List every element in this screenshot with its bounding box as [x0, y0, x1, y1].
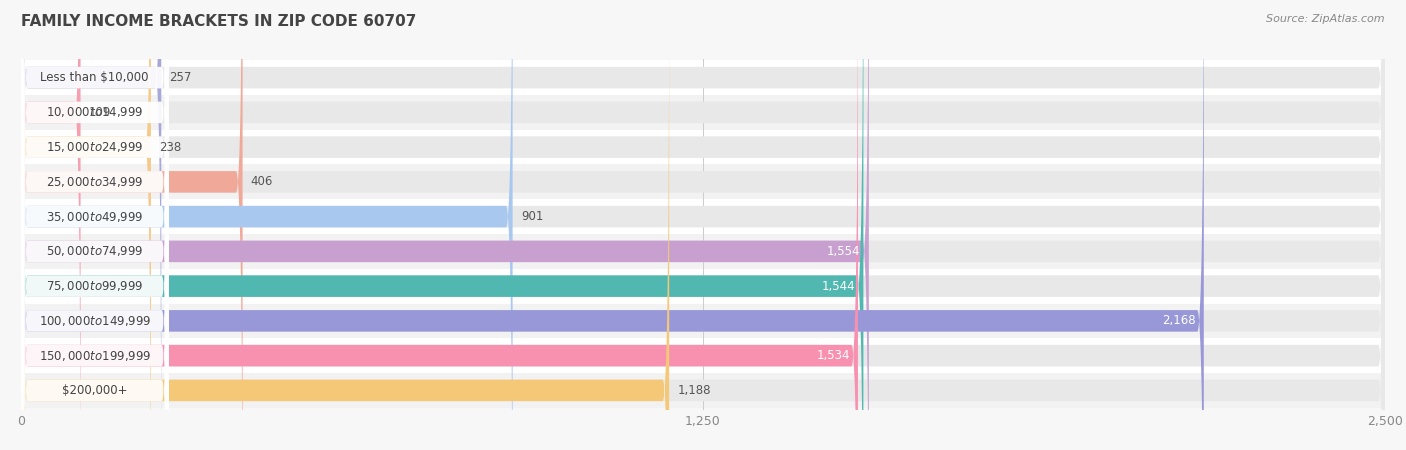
FancyBboxPatch shape	[21, 0, 1204, 450]
Text: 238: 238	[159, 140, 181, 153]
Text: 2,168: 2,168	[1161, 315, 1195, 328]
FancyBboxPatch shape	[21, 0, 162, 450]
Bar	[21, 199, 1385, 234]
Text: FAMILY INCOME BRACKETS IN ZIP CODE 60707: FAMILY INCOME BRACKETS IN ZIP CODE 60707	[21, 14, 416, 28]
Text: $200,000+: $200,000+	[62, 384, 128, 397]
FancyBboxPatch shape	[21, 0, 1385, 450]
FancyBboxPatch shape	[21, 0, 169, 450]
FancyBboxPatch shape	[21, 0, 169, 450]
Text: 257: 257	[170, 71, 191, 84]
Text: $35,000 to $49,999: $35,000 to $49,999	[46, 210, 143, 224]
Text: $50,000 to $74,999: $50,000 to $74,999	[46, 244, 143, 258]
FancyBboxPatch shape	[21, 0, 169, 450]
Text: $10,000 to $14,999: $10,000 to $14,999	[46, 105, 143, 119]
FancyBboxPatch shape	[21, 0, 169, 450]
Text: $75,000 to $99,999: $75,000 to $99,999	[46, 279, 143, 293]
Text: Less than $10,000: Less than $10,000	[41, 71, 149, 84]
Text: 109: 109	[89, 106, 111, 119]
Bar	[21, 234, 1385, 269]
FancyBboxPatch shape	[21, 0, 863, 450]
Text: $15,000 to $24,999: $15,000 to $24,999	[46, 140, 143, 154]
Text: 901: 901	[520, 210, 543, 223]
FancyBboxPatch shape	[21, 0, 1385, 450]
FancyBboxPatch shape	[21, 0, 150, 450]
Bar	[21, 373, 1385, 408]
Text: Source: ZipAtlas.com: Source: ZipAtlas.com	[1267, 14, 1385, 23]
Text: 406: 406	[250, 176, 273, 189]
Bar	[21, 269, 1385, 303]
FancyBboxPatch shape	[21, 0, 1385, 450]
FancyBboxPatch shape	[21, 0, 1385, 450]
Text: 1,554: 1,554	[827, 245, 860, 258]
FancyBboxPatch shape	[21, 0, 169, 450]
Text: $150,000 to $199,999: $150,000 to $199,999	[38, 349, 150, 363]
FancyBboxPatch shape	[21, 0, 169, 450]
FancyBboxPatch shape	[21, 0, 858, 450]
Text: 1,188: 1,188	[678, 384, 711, 397]
Bar	[21, 338, 1385, 373]
Bar	[21, 95, 1385, 130]
FancyBboxPatch shape	[21, 0, 169, 450]
Text: 1,544: 1,544	[821, 279, 855, 292]
FancyBboxPatch shape	[21, 0, 513, 450]
FancyBboxPatch shape	[21, 0, 169, 450]
FancyBboxPatch shape	[21, 0, 1385, 450]
FancyBboxPatch shape	[21, 0, 80, 450]
FancyBboxPatch shape	[21, 0, 1385, 450]
Text: $100,000 to $149,999: $100,000 to $149,999	[38, 314, 150, 328]
Text: 1,534: 1,534	[817, 349, 849, 362]
Bar	[21, 165, 1385, 199]
FancyBboxPatch shape	[21, 0, 1385, 450]
Text: $25,000 to $34,999: $25,000 to $34,999	[46, 175, 143, 189]
FancyBboxPatch shape	[21, 0, 243, 450]
FancyBboxPatch shape	[21, 0, 1385, 450]
Bar	[21, 130, 1385, 165]
FancyBboxPatch shape	[21, 0, 669, 450]
FancyBboxPatch shape	[21, 0, 169, 450]
FancyBboxPatch shape	[21, 0, 1385, 450]
Bar	[21, 60, 1385, 95]
FancyBboxPatch shape	[21, 0, 169, 450]
FancyBboxPatch shape	[21, 0, 1385, 450]
Bar	[21, 303, 1385, 338]
FancyBboxPatch shape	[21, 0, 869, 450]
